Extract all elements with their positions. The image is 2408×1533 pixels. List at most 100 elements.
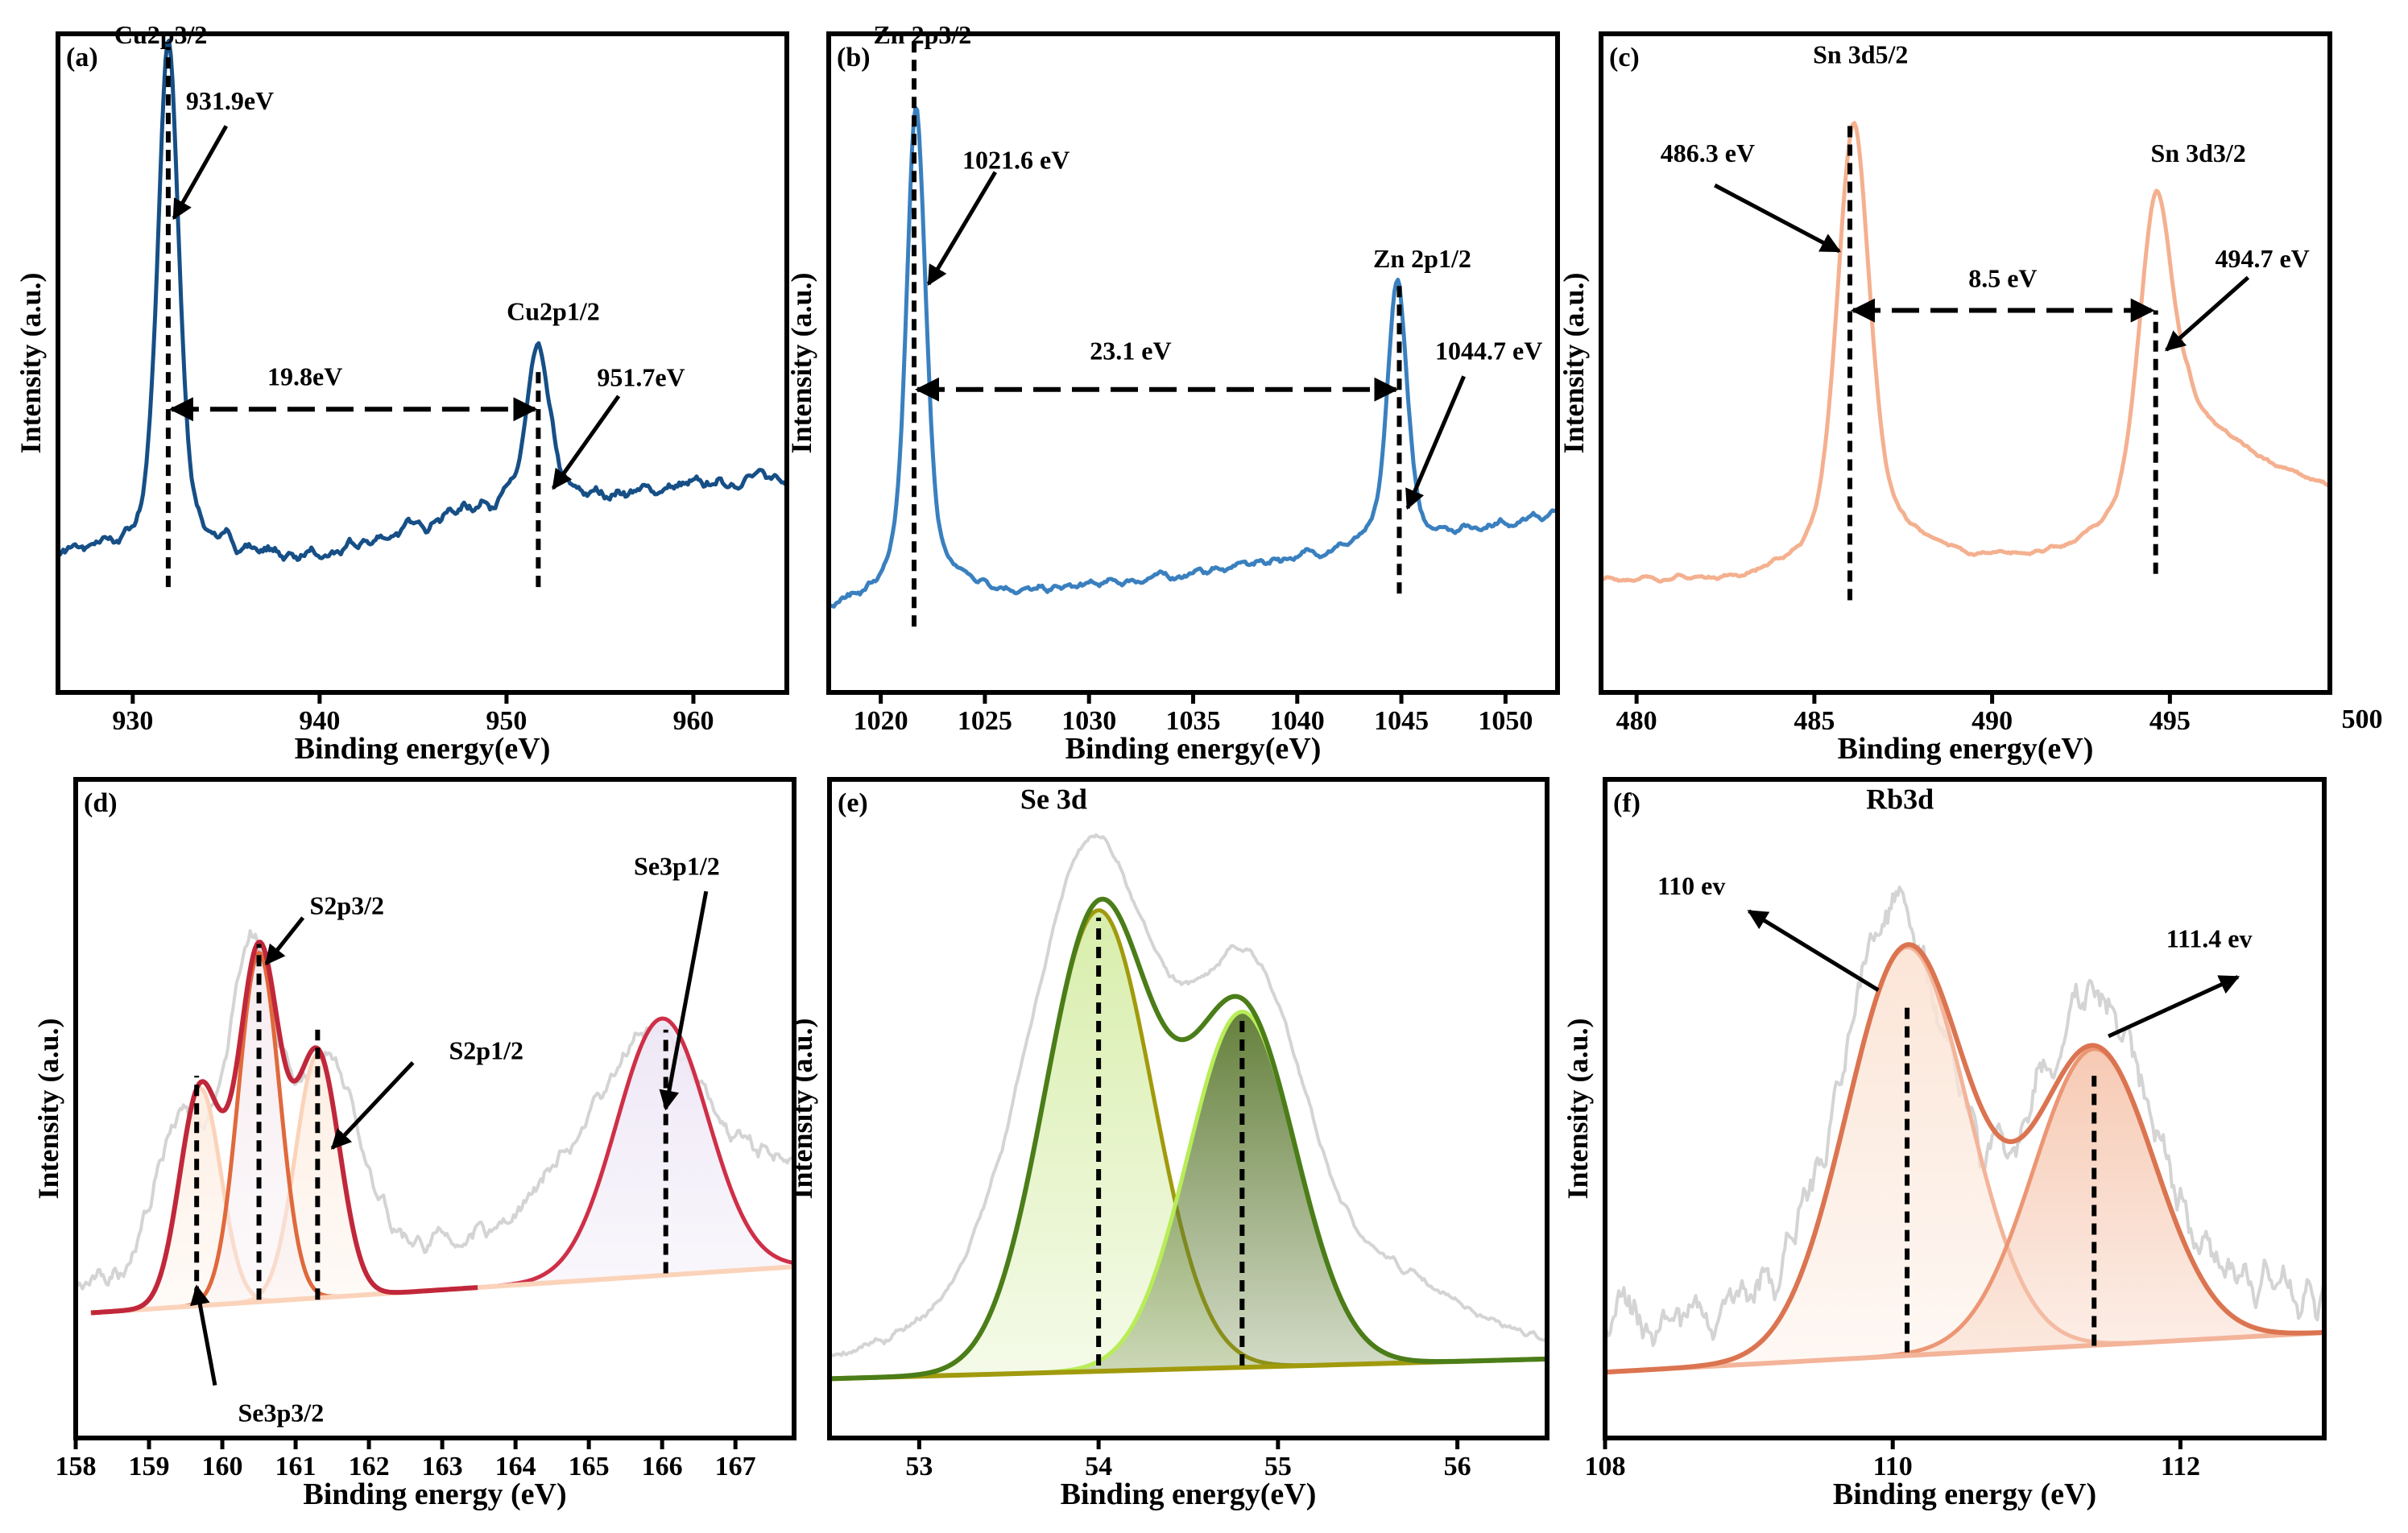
panel-title: Se 3d	[1020, 783, 1087, 816]
plot-frame	[73, 777, 796, 1440]
x-tick-label: 110	[1873, 1452, 1913, 1481]
y-axis-label: Intensity (a.u.)	[785, 272, 817, 453]
component-fill	[90, 1088, 794, 1313]
panel-c: Sn 3d5/2 486.3 eV 8.5 eV Sn 3d3/2 494.7 eV 48…	[1558, 31, 2383, 766]
x-axis-label: Binding energy(eV)	[1061, 1477, 1317, 1511]
x-axis-label: Binding energy (eV)	[303, 1477, 566, 1511]
envelope-line	[90, 940, 478, 1316]
spectrum-line	[1601, 121, 2330, 584]
annotation-label: 1021.6 eV	[962, 145, 1070, 174]
panel-label: (d)	[84, 788, 118, 818]
x-tick-label: 950	[486, 706, 527, 736]
y-axis-label: Intensity (a.u.)	[786, 1018, 818, 1199]
peak-spacing-label: 19.8eV	[267, 362, 342, 390]
x-tick-label: 490	[1971, 706, 2013, 736]
annotation-arrow	[926, 171, 998, 286]
annotation-arrow	[1747, 909, 1880, 992]
component-fill	[1605, 947, 2324, 1373]
annotation-arrow	[1714, 183, 1841, 254]
y-axis-label: Intensity (a.u.)	[1562, 1018, 1594, 1199]
x-tick-label: 161	[275, 1452, 317, 1481]
plot-frame	[1599, 31, 2332, 695]
annotation-label: 931.9eV	[186, 86, 274, 115]
x-tick-label: 163	[422, 1452, 463, 1481]
annotation-label: Zn 2p1/2	[1373, 244, 1471, 273]
x-tick-label: 158	[56, 1452, 97, 1481]
annotation-label: 494.7 eV	[2215, 244, 2309, 273]
panel-d: S2p3/2 S2p1/2 Se3p1/2 Se3p3/2 158 159 160 161 16…	[32, 777, 796, 1511]
spectrum-line	[829, 105, 1558, 609]
plot-area	[1605, 885, 2324, 1375]
y-axis-label: Intensity (a.u.)	[1558, 272, 1590, 453]
y-axis-label: Intensity (a.u.)	[32, 1018, 64, 1199]
annotation-label: 8.5 eV	[1968, 264, 2037, 293]
x-axis-label: Binding energy(eV)	[1065, 732, 1322, 766]
x-axis-label: Binding energy(eV)	[295, 732, 551, 766]
panel-title: Rb3d	[1866, 783, 1934, 816]
x-tick-label: 1030	[1061, 706, 1116, 736]
x-tick-label: 960	[672, 706, 714, 736]
annotation-label: Se3p3/2	[238, 1398, 325, 1427]
annotation-label: 951.7eV	[597, 362, 685, 391]
raw-data-line	[830, 833, 1547, 1357]
panel-label: (a)	[66, 43, 98, 72]
annotation-label: Sn 3d5/2	[1813, 40, 1908, 69]
x-tick-label: 112	[2161, 1452, 2200, 1481]
x-tick-label: 1025	[958, 706, 1012, 736]
x-tick-label: 930	[112, 706, 153, 736]
annotation-label: 486.3 eV	[1661, 138, 1755, 167]
plot-area	[1601, 121, 2330, 584]
x-tick-label: 485	[1794, 706, 1835, 736]
panel-label: (e)	[838, 788, 868, 818]
annotation-label: 110 ev	[1657, 871, 1725, 900]
plot-frame	[56, 31, 789, 695]
annotation-arrow	[264, 916, 305, 965]
x-tick-label: 54	[1085, 1452, 1112, 1481]
envelope-line	[830, 896, 1547, 1382]
x-tick-label: 159	[129, 1452, 170, 1481]
panel-label: (c)	[1609, 43, 1640, 72]
plot-area	[829, 105, 1558, 609]
background-line	[1605, 1330, 2324, 1375]
x-tick-label: 167	[715, 1452, 756, 1481]
x-tick-label: 495	[2149, 706, 2191, 736]
x-tick-label: 162	[349, 1452, 390, 1481]
annotation-arrow	[189, 1284, 217, 1386]
x-tick-label: 1020	[854, 706, 908, 736]
x-tick-label: 55	[1264, 1452, 1292, 1481]
x-tick-label: 160	[202, 1452, 243, 1481]
y-axis-label: Intensity (a.u.)	[14, 272, 47, 453]
x-tick-label: 1040	[1270, 706, 1325, 736]
envelope-line	[1605, 942, 2324, 1375]
x-tick-label: 480	[1616, 706, 1657, 736]
plot-area	[58, 38, 787, 562]
x-tick-label: 940	[299, 706, 340, 736]
component-fill	[830, 1011, 1547, 1379]
spectrum-line	[58, 38, 787, 562]
x-axis-label: Binding energy(eV)	[1838, 732, 2094, 766]
annotation-arrow	[551, 395, 621, 490]
component-fill	[90, 1019, 794, 1313]
annotation-label: 1044.7 eV	[1435, 337, 1542, 366]
x-tick-label: 164	[495, 1452, 536, 1481]
x-tick-label: 53	[905, 1452, 933, 1481]
x-tick-label: 108	[1585, 1452, 1626, 1481]
annotation-arrow	[2108, 975, 2240, 1039]
annotation-arrow	[1405, 375, 1466, 510]
x-tick-label: 56	[1444, 1452, 1471, 1481]
x-tick-label: 1045	[1374, 706, 1429, 736]
panel-f: Rb3d 110 ev 111.4 ev 108 110 112 Binding energ…	[1562, 777, 2327, 1511]
annotation-label: Sn 3d3/2	[2151, 138, 2246, 167]
panel-label: (f)	[1613, 788, 1641, 818]
annotation-label: S2p3/2	[310, 890, 384, 919]
x-tick-label: 1050	[1478, 706, 1533, 736]
component-fill	[1605, 1048, 2324, 1373]
component-fill	[90, 952, 794, 1313]
x-tick-label: 166	[642, 1452, 683, 1481]
annotation-label: 111.4 ev	[2166, 924, 2253, 952]
panel-e: Se 3d 53 54 55 56 Binding energy(eV) Intensity…	[786, 777, 1549, 1511]
annotation-arrow	[172, 125, 229, 221]
